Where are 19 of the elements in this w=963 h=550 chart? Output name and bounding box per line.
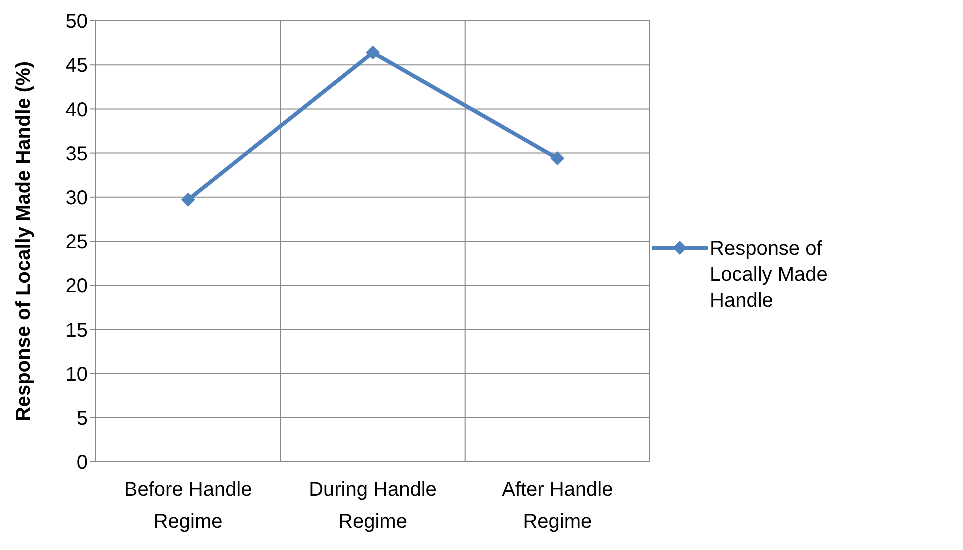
y-tick-label: 15 bbox=[66, 320, 88, 342]
y-tick-label: 20 bbox=[66, 276, 88, 298]
x-tick-label: After Handle Regime bbox=[502, 479, 614, 533]
legend-label: Response of Locally Made Handle bbox=[710, 237, 829, 314]
point bbox=[550, 152, 565, 166]
y-axis-title: Response of Locally Made Handle (%) bbox=[13, 61, 36, 422]
y-tick-label: 45 bbox=[66, 55, 88, 78]
point bbox=[366, 46, 380, 60]
y-tick-label: 40 bbox=[66, 99, 88, 122]
y-tick-label: 10 bbox=[66, 364, 88, 386]
x-tick-label: Before Handle Regime bbox=[124, 479, 252, 533]
y-tick-label: 5 bbox=[76, 408, 88, 430]
y-tick-label: 30 bbox=[66, 188, 88, 210]
y-tick-label: 0 bbox=[76, 452, 88, 474]
y-tick-label: 25 bbox=[66, 232, 88, 254]
point bbox=[181, 193, 196, 208]
y-tick-label: 35 bbox=[66, 143, 88, 166]
y-tick-label: 50 bbox=[66, 11, 88, 34]
x-tick-label: During Handle Regime bbox=[309, 479, 437, 533]
